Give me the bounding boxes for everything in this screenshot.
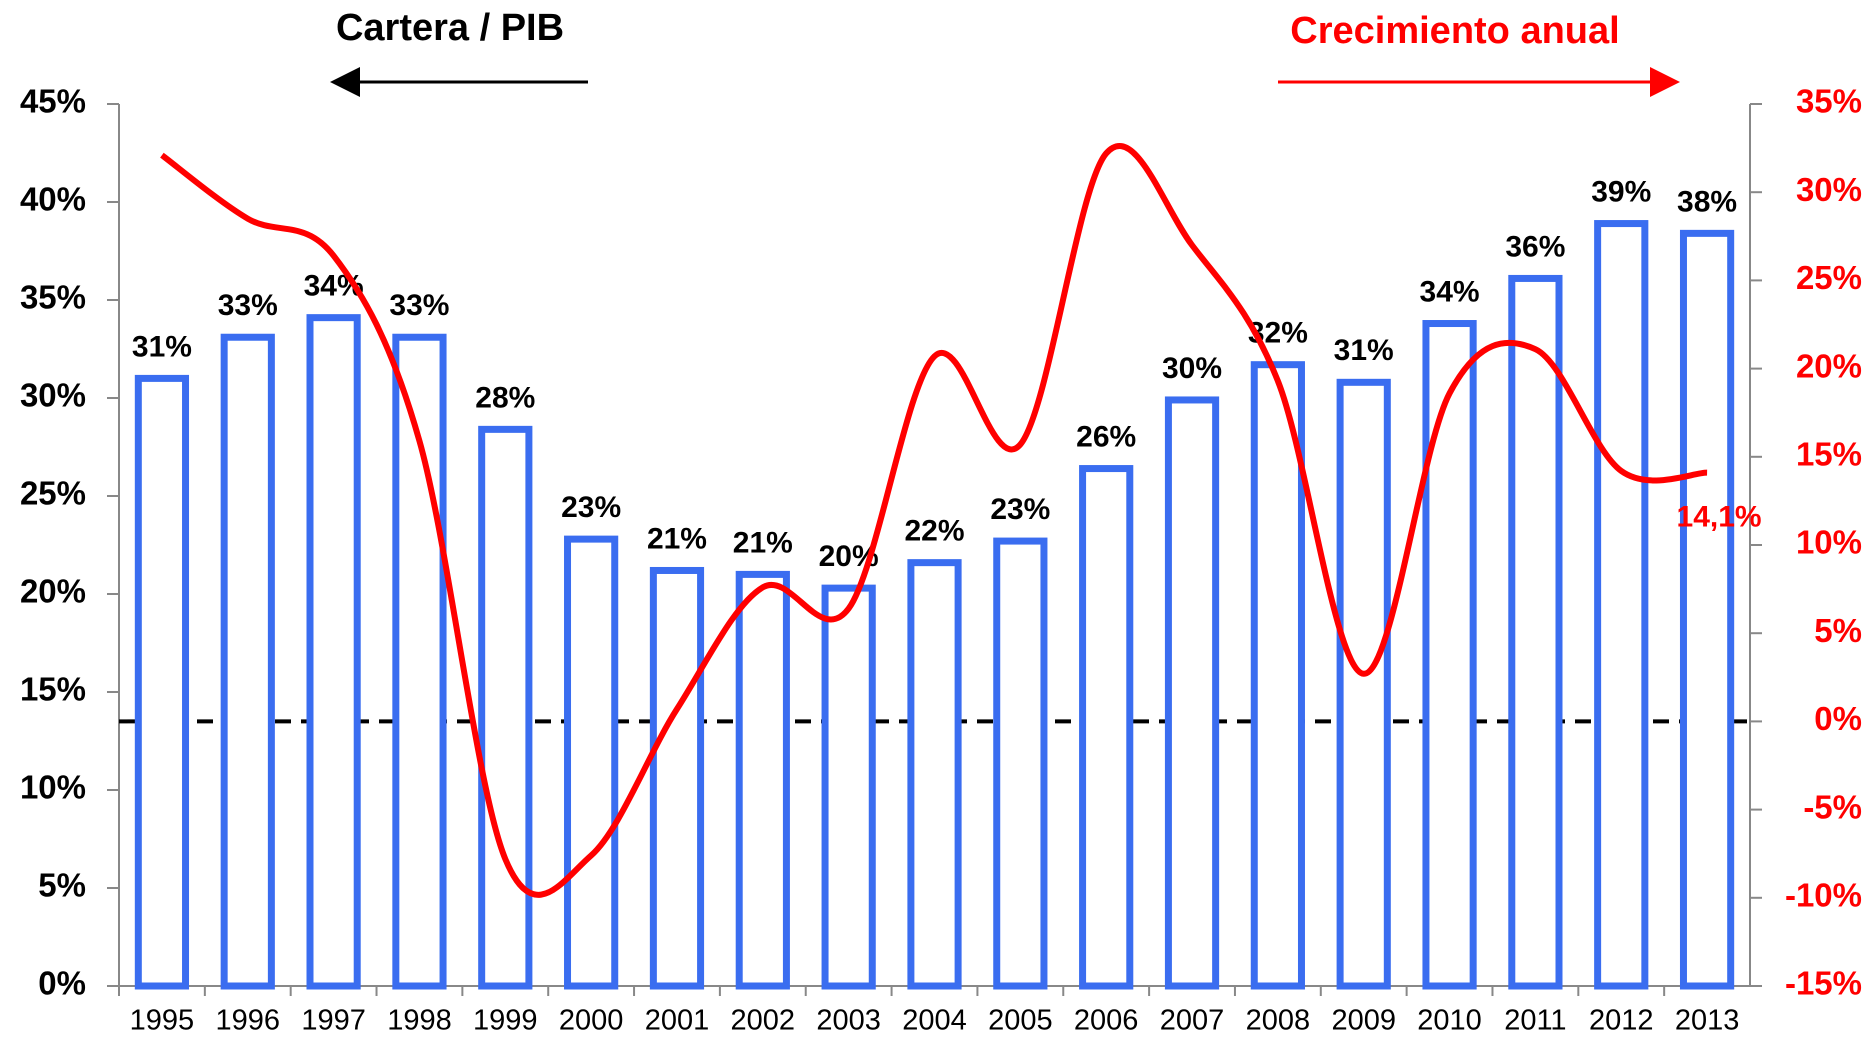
x-tick-label: 2000 <box>559 1005 624 1037</box>
x-tick-label: 2006 <box>1074 1005 1139 1037</box>
bar <box>1679 229 1735 990</box>
data-label: 21% <box>647 522 707 555</box>
bar <box>1422 320 1477 990</box>
x-tick-label: 1998 <box>387 1005 452 1037</box>
y-tick-label: 45% <box>20 83 86 120</box>
x-tick-label: 2005 <box>988 1005 1053 1037</box>
bar <box>478 425 533 990</box>
data-label: 21% <box>733 526 793 559</box>
data-label: 31% <box>132 330 192 363</box>
x-tick-label: 2011 <box>1504 1005 1566 1037</box>
bar <box>306 314 361 990</box>
data-label: 33% <box>389 289 449 322</box>
y2-tick-label: 5% <box>1814 612 1862 649</box>
data-label: 31% <box>1334 334 1394 367</box>
x-tick-label: 2003 <box>816 1005 881 1037</box>
bar <box>1250 361 1305 990</box>
y2-tick-label: 10% <box>1796 524 1862 561</box>
x-tick-label: 1997 <box>301 1005 366 1037</box>
x-tick-label: 2012 <box>1589 1005 1654 1037</box>
data-label: 34% <box>1420 275 1480 308</box>
bar <box>993 537 1048 990</box>
x-tick-label: 2013 <box>1675 1005 1740 1037</box>
x-tick-label: 2010 <box>1417 1005 1482 1037</box>
y-tick-label: 30% <box>20 377 86 414</box>
y2-tick-label: 0% <box>1814 700 1862 737</box>
bar <box>907 559 962 990</box>
x-tick-label: 2007 <box>1160 1005 1225 1037</box>
data-label: 28% <box>475 381 535 414</box>
y-tick-label: 5% <box>38 867 86 904</box>
bar <box>134 374 190 990</box>
data-label: 36% <box>1505 230 1565 263</box>
y2-tick-label: 20% <box>1796 347 1862 384</box>
x-tick-label: 2002 <box>731 1005 796 1037</box>
bar <box>392 333 447 990</box>
bar <box>821 584 876 990</box>
bar <box>1164 396 1220 990</box>
data-label: 22% <box>904 515 964 548</box>
y-tick-label: 10% <box>20 769 86 806</box>
data-label: 30% <box>1162 352 1222 385</box>
annotation: Cartera / PIB <box>336 7 564 49</box>
y-tick-label: 40% <box>20 181 86 218</box>
bar <box>1336 378 1391 990</box>
bar <box>1079 465 1134 990</box>
data-label: 23% <box>990 493 1050 526</box>
y2-tick-label: 35% <box>1796 83 1862 120</box>
x-tick-label: 2009 <box>1331 1005 1396 1037</box>
data-label: 14,1% <box>1677 501 1762 534</box>
data-label: 39% <box>1591 175 1651 208</box>
y2-tick-label: -10% <box>1785 877 1862 914</box>
x-tick-label: 1996 <box>216 1005 281 1037</box>
bar <box>649 566 705 990</box>
data-label: 23% <box>561 491 621 524</box>
x-tick-label: 2004 <box>902 1005 967 1037</box>
y-tick-label: 25% <box>20 475 86 512</box>
y2-tick-label: 15% <box>1796 436 1862 473</box>
bar <box>1508 274 1563 990</box>
bar <box>220 333 275 990</box>
x-tick-label: 1999 <box>473 1005 538 1037</box>
data-label: 33% <box>218 289 278 322</box>
annotation: Crecimiento anual <box>1290 10 1619 52</box>
data-label: 38% <box>1677 185 1737 218</box>
bar <box>564 535 619 990</box>
y-tick-label: 0% <box>38 965 86 1002</box>
bar <box>1594 220 1649 990</box>
x-tick-label: 1995 <box>130 1005 195 1037</box>
y2-tick-label: -15% <box>1785 965 1862 1002</box>
x-tick-label: 2001 <box>645 1005 710 1037</box>
y2-tick-label: -5% <box>1803 788 1862 825</box>
data-label: 26% <box>1076 420 1136 453</box>
y-tick-label: 15% <box>20 671 86 708</box>
y2-tick-label: 30% <box>1796 171 1862 208</box>
x-tick-label: 2008 <box>1246 1005 1311 1037</box>
line <box>160 143 1708 898</box>
y-tick-label: 35% <box>20 279 86 316</box>
y2-tick-label: 25% <box>1796 259 1862 296</box>
bar <box>735 570 790 990</box>
y-tick-label: 20% <box>20 573 86 610</box>
